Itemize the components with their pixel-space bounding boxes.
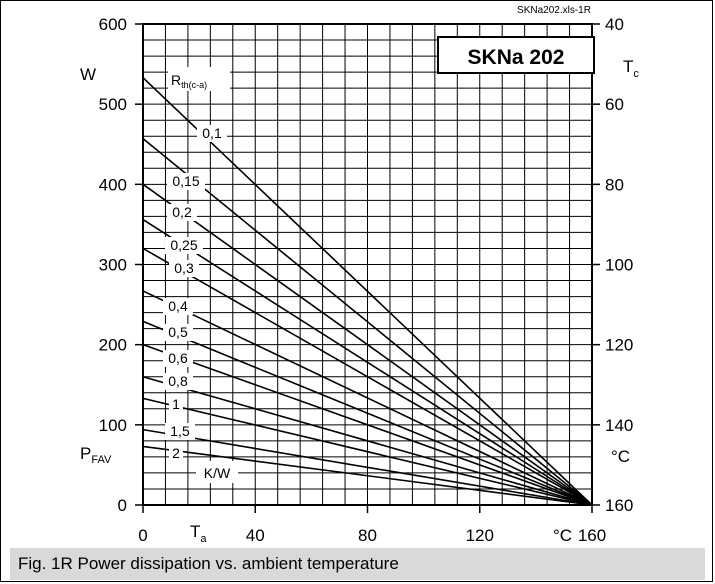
left-axis-unit: W	[80, 65, 96, 84]
curve-label: 0,2	[172, 204, 192, 220]
left-tick-label: 100	[99, 416, 127, 435]
curves-label-bg	[168, 67, 230, 91]
curve-label: 2	[172, 445, 180, 461]
x-tick-label: 0	[138, 526, 147, 545]
power-dissipation-chart: 0,1 0,15 0,2 0,25 0,3 0,4 0,5 0,6 0,8 1 1,5 2 0 100 2…	[80, 5, 639, 545]
curve-label-bg	[167, 204, 197, 221]
curve-label: 0,25	[170, 237, 197, 253]
x-tick-label: 120	[466, 526, 494, 545]
source-tag: SKNa202.xls-1R	[517, 5, 591, 16]
right-tick-label: 140	[605, 416, 633, 435]
left-tick-label: 200	[99, 336, 127, 355]
right-tick-label: 100	[605, 256, 633, 275]
left-tick-label: 600	[99, 15, 127, 34]
curve-label-bg	[169, 445, 183, 462]
left-axis-label: PFAV	[80, 444, 112, 466]
curve-line	[142, 343, 593, 506]
figure-caption: Fig. 1R Power dissipation vs. ambient te…	[10, 548, 705, 580]
curve-line	[142, 375, 593, 506]
curve-line	[142, 445, 593, 506]
curve-line	[142, 138, 593, 506]
right-axis-unit: °C	[611, 447, 630, 466]
curve-line	[142, 247, 593, 506]
labels: 0 100 200 300 400 500 600 40 60 80 100 120 140 160 0 40…	[99, 15, 634, 545]
left-tick-label: 500	[99, 95, 127, 114]
curve-label: 1	[172, 396, 180, 412]
curve-label-bg	[163, 350, 193, 367]
grid	[142, 23, 593, 506]
curve-label: 0,6	[168, 350, 188, 366]
curve-label: 0,3	[174, 260, 194, 276]
right-tick-label: 120	[605, 336, 633, 355]
curves-label: Rth(c-a)	[171, 72, 207, 90]
left-tick-label: 300	[99, 256, 127, 275]
right-tick-label: 60	[605, 95, 624, 114]
curve-line	[142, 218, 593, 506]
curve-label: 0,1	[202, 125, 222, 141]
curve-label: 1,5	[170, 423, 190, 439]
curve-line	[142, 397, 593, 506]
x-axis-label: Ta	[190, 522, 207, 545]
curve-label-bg	[167, 173, 205, 190]
curve-label: 0,8	[168, 373, 188, 389]
curve-label-bg	[165, 237, 203, 254]
curve-label: 0,15	[172, 173, 199, 189]
left-tick-label: 400	[99, 175, 127, 194]
curve-label-bg	[169, 260, 199, 277]
right-axis-label: Tc	[623, 57, 639, 80]
curve-line	[142, 77, 593, 506]
x-tick-label: 80	[358, 526, 377, 545]
curves-unit-bg	[196, 461, 238, 483]
title-box	[437, 36, 595, 74]
curve-label-bg	[163, 373, 193, 390]
curve-line	[142, 320, 593, 506]
right-tick-label: 80	[605, 175, 624, 194]
curve-line	[142, 428, 593, 506]
x-tick-label: 40	[246, 526, 265, 545]
curve-label-bg	[163, 298, 193, 315]
curve-label-bg	[169, 396, 183, 413]
curve-label: 0,5	[168, 324, 188, 340]
curves: 0,1 0,15 0,2 0,25 0,3 0,4 0,5 0,6 0,8 1 1,5 2	[142, 77, 593, 506]
curves-unit: K/W	[204, 465, 231, 481]
curve-label-bg	[197, 125, 227, 142]
x-tick-label: 160	[578, 526, 606, 545]
x-axis-unit: °C	[553, 526, 572, 545]
right-tick-label: 40	[605, 15, 624, 34]
curve-line	[142, 183, 593, 506]
curve-label-bg	[165, 423, 195, 440]
curve-line	[142, 290, 593, 506]
right-tick-label: 160	[605, 496, 633, 515]
left-tick-label: 0	[118, 496, 127, 515]
curve-label: 0,4	[168, 298, 188, 314]
curve-label-bg	[163, 324, 193, 341]
chart-title: SKNa 202	[468, 46, 565, 69]
